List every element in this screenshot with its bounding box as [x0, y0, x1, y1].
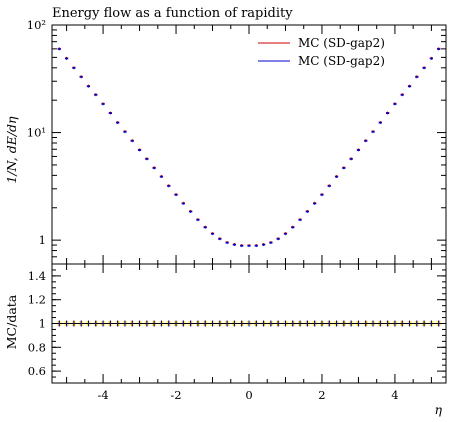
x-tick-label: -4 [97, 388, 108, 402]
x-tick-label: 4 [391, 388, 398, 402]
ratio-y-tick-label: 1.4 [28, 269, 46, 283]
ratio-y-tick-label: 1.2 [28, 293, 46, 307]
ratio-panel: -4 -2 0 2 4 0.6 0.8 1 1.2 1.4 [28, 263, 447, 402]
y-tick-label: 10¹ [27, 126, 46, 140]
ratio-y-tick-label: 1 [39, 317, 46, 331]
main-plot-frame [51, 24, 447, 265]
x-tick-label: -2 [170, 388, 181, 402]
ratio-y-tick-label: 0.8 [28, 340, 46, 354]
chart-title: Energy flow as a function of rapidity [52, 6, 293, 21]
ratio-y-tick-label: 0.6 [28, 364, 46, 378]
x-tick-label: 0 [245, 388, 252, 402]
x-tick-label: 2 [318, 388, 325, 402]
legend-label-series-1: MC (SD-gap2) [298, 36, 385, 50]
y-tick-label: 1 [39, 233, 46, 247]
y-axis-label: 1/N, dE/dη [4, 116, 19, 184]
ratio-y-axis-label: MC/data [4, 294, 19, 349]
y-tick-label: 10² [27, 18, 46, 32]
x-axis-label: η [435, 402, 443, 417]
legend: MC (SD-gap2) MC (SD-gap2) [258, 36, 385, 68]
legend-label-series-2: MC (SD-gap2) [298, 54, 385, 68]
